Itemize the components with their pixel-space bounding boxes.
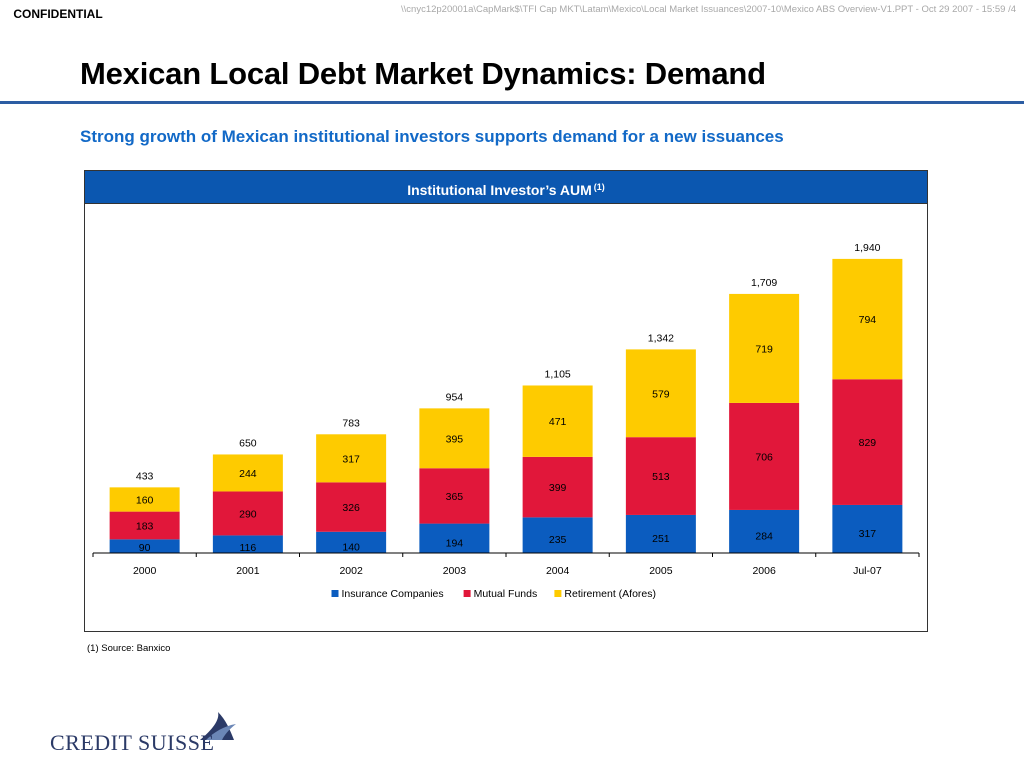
x-tick-label: 2003 xyxy=(443,565,467,577)
bar-total-label: 783 xyxy=(342,417,360,429)
bar-segment-insurance-companies-2005 xyxy=(625,514,696,553)
segment-value-label: 290 xyxy=(239,508,257,520)
segment-value-label: 284 xyxy=(755,530,773,542)
segment-value-label: 395 xyxy=(446,433,464,445)
x-tick-label: Jul-07 xyxy=(853,565,882,577)
confidential-label: CONFIDENTIAL xyxy=(0,4,116,24)
source-footnote: (1) Source: Banxico xyxy=(87,643,171,654)
sails-icon xyxy=(200,712,236,740)
segment-value-label: 471 xyxy=(549,416,567,428)
bar-segment-insurance-companies-2001 xyxy=(212,535,283,553)
bar-segment-mutual-funds-2003 xyxy=(419,468,490,524)
bar-total-label: 954 xyxy=(446,391,464,403)
title-divider xyxy=(0,101,1024,104)
file-path-text: \\cnyc12p20001a\CapMark$\TFI Cap MKT\Lat… xyxy=(401,4,1016,15)
segment-value-label: 116 xyxy=(240,542,257,554)
segment-value-label: 579 xyxy=(652,388,670,400)
logo-wordmark: CREDIT SUISSE xyxy=(50,730,215,755)
segment-value-label: 317 xyxy=(342,453,360,465)
legend-label: Insurance Companies xyxy=(342,588,444,600)
segment-value-label: 251 xyxy=(652,533,670,545)
x-tick-label: 2004 xyxy=(546,565,570,577)
stacked-bar-chart: 90 183 160 433 2000 116 290 244 650 2001 140 326 317… xyxy=(92,242,920,600)
segment-value-label: 794 xyxy=(859,314,877,326)
segment-value-label: 326 xyxy=(342,502,360,514)
aum-chart-panel: Institutional Investor’s AUM (1) 90 183 160… xyxy=(84,170,928,632)
bar-segment-mutual-funds-2002 xyxy=(316,482,387,532)
bar-total-label: 650 xyxy=(239,437,257,449)
segment-value-label: 829 xyxy=(859,437,877,449)
chart-title-footnote-ref: (1) xyxy=(593,182,605,192)
bar-segment-insurance-companies-2003 xyxy=(419,523,490,553)
x-tick-label: 2006 xyxy=(752,565,776,577)
bar-segment-retirement-afores-2004 xyxy=(522,385,593,457)
bar-segment-retirement-afores-2001 xyxy=(212,454,283,492)
bar-segment-retirement-afores-2003 xyxy=(419,408,490,469)
segment-value-label: 183 xyxy=(136,520,154,532)
bar-segment-mutual-funds-2006 xyxy=(729,402,800,510)
segment-value-label: 244 xyxy=(239,468,257,480)
bar-segment-insurance-companies-2004 xyxy=(522,517,593,553)
bar-segment-insurance-companies-2006 xyxy=(729,509,800,553)
page-title: Mexican Local Debt Market Dynamics: Dema… xyxy=(80,56,766,91)
segment-value-label: 160 xyxy=(136,494,154,506)
bar-segment-insurance-companies-jul-07 xyxy=(832,504,903,553)
bar-segment-mutual-funds-2001 xyxy=(212,491,283,536)
chart-header: Institutional Investor’s AUM (1) xyxy=(85,171,927,204)
slide-subtitle: Strong growth of Mexican institutional i… xyxy=(80,127,784,146)
segment-value-label: 513 xyxy=(652,471,670,483)
segment-value-label: 706 xyxy=(755,451,773,463)
bar-segment-mutual-funds-jul-07 xyxy=(832,379,903,505)
legend-swatch xyxy=(554,590,562,597)
credit-suisse-logo: CREDIT SUISSE xyxy=(50,712,250,756)
segment-value-label: 235 xyxy=(549,534,567,546)
legend-label: Retirement (Afores) xyxy=(564,588,656,600)
segment-value-label: 90 xyxy=(139,542,151,554)
bar-total-label: 1,709 xyxy=(751,277,777,289)
bar-segment-retirement-afores-2000 xyxy=(109,487,180,512)
legend-label: Mutual Funds xyxy=(474,588,538,600)
bar-segment-insurance-companies-2002 xyxy=(316,531,387,553)
bar-total-label: 1,105 xyxy=(544,368,570,380)
segment-value-label: 719 xyxy=(755,343,773,355)
bar-segment-retirement-afores-2002 xyxy=(316,434,387,483)
chart-title: Institutional Investor’s AUM xyxy=(407,182,592,198)
segment-value-label: 140 xyxy=(342,541,360,553)
bar-segment-retirement-afores-2006 xyxy=(729,293,800,403)
bar-total-label: 1,342 xyxy=(648,332,674,344)
segment-value-label: 399 xyxy=(549,482,567,494)
bar-segment-mutual-funds-2004 xyxy=(522,456,593,518)
x-tick-label: 2001 xyxy=(236,565,260,577)
bar-total-label: 433 xyxy=(136,470,154,482)
legend-swatch xyxy=(331,590,339,597)
x-tick-label: 2000 xyxy=(133,565,157,577)
legend-swatch xyxy=(463,590,471,597)
bar-segment-insurance-companies-2000 xyxy=(109,539,180,553)
bar-segment-retirement-afores-jul-07 xyxy=(832,258,903,380)
bar-segment-mutual-funds-2005 xyxy=(625,437,696,515)
x-tick-label: 2002 xyxy=(339,565,363,577)
bar-segment-retirement-afores-2005 xyxy=(625,349,696,438)
segment-value-label: 194 xyxy=(446,537,464,549)
bar-total-label: 1,940 xyxy=(854,242,880,254)
segment-value-label: 365 xyxy=(446,491,464,503)
bar-segment-mutual-funds-2000 xyxy=(109,511,180,540)
segment-value-label: 317 xyxy=(859,528,877,540)
x-tick-label: 2005 xyxy=(649,565,673,577)
